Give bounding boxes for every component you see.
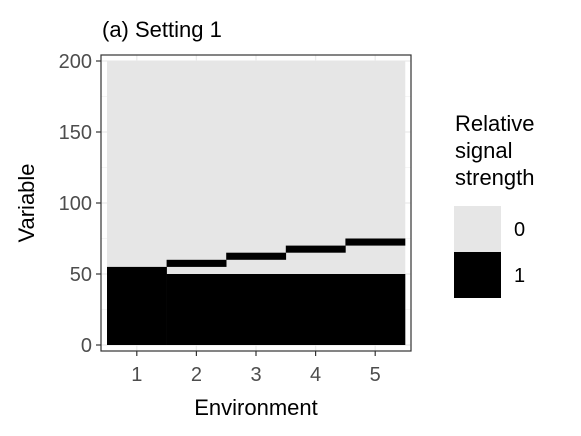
signal-tile — [107, 266, 167, 345]
x-tick-label: 3 — [250, 364, 261, 386]
y-axis: 0 50 100 150 200 — [59, 51, 101, 357]
signal-tiles — [107, 61, 406, 345]
signal-tile — [166, 259, 227, 267]
signal-tile — [345, 238, 406, 246]
x-tick-label: 1 — [131, 364, 142, 386]
legend-label: 1 — [514, 265, 525, 287]
signal-tile — [166, 274, 227, 345]
y-tick-label: 150 — [59, 122, 92, 144]
legend-key — [454, 206, 501, 252]
signal-tile — [285, 245, 346, 253]
plot-panel — [100, 54, 412, 352]
x-axis: 1 2 3 4 5 — [131, 351, 381, 386]
legend-title-line: strength — [455, 165, 535, 190]
signal-tile — [345, 274, 406, 345]
chart-title: (a) Setting 1 — [102, 17, 222, 42]
y-tick-label: 200 — [59, 51, 92, 73]
x-axis-title: Environment — [194, 395, 318, 420]
legend-key — [454, 252, 501, 298]
legend-title-line: Relative — [455, 111, 534, 136]
x-tick-label: 2 — [191, 364, 202, 386]
x-tick-label: 4 — [310, 364, 321, 386]
signal-tile — [226, 252, 287, 260]
x-tick-label: 5 — [370, 364, 381, 386]
y-axis-title: Variable — [14, 163, 39, 242]
y-tick-label: 50 — [70, 264, 92, 286]
y-tick-label: 100 — [59, 193, 92, 215]
legend-label: 0 — [514, 219, 525, 241]
y-tick-label: 0 — [81, 335, 92, 357]
signal-tile — [226, 274, 287, 345]
signal-tile — [285, 274, 346, 345]
legend-title-line: signal — [455, 138, 512, 163]
